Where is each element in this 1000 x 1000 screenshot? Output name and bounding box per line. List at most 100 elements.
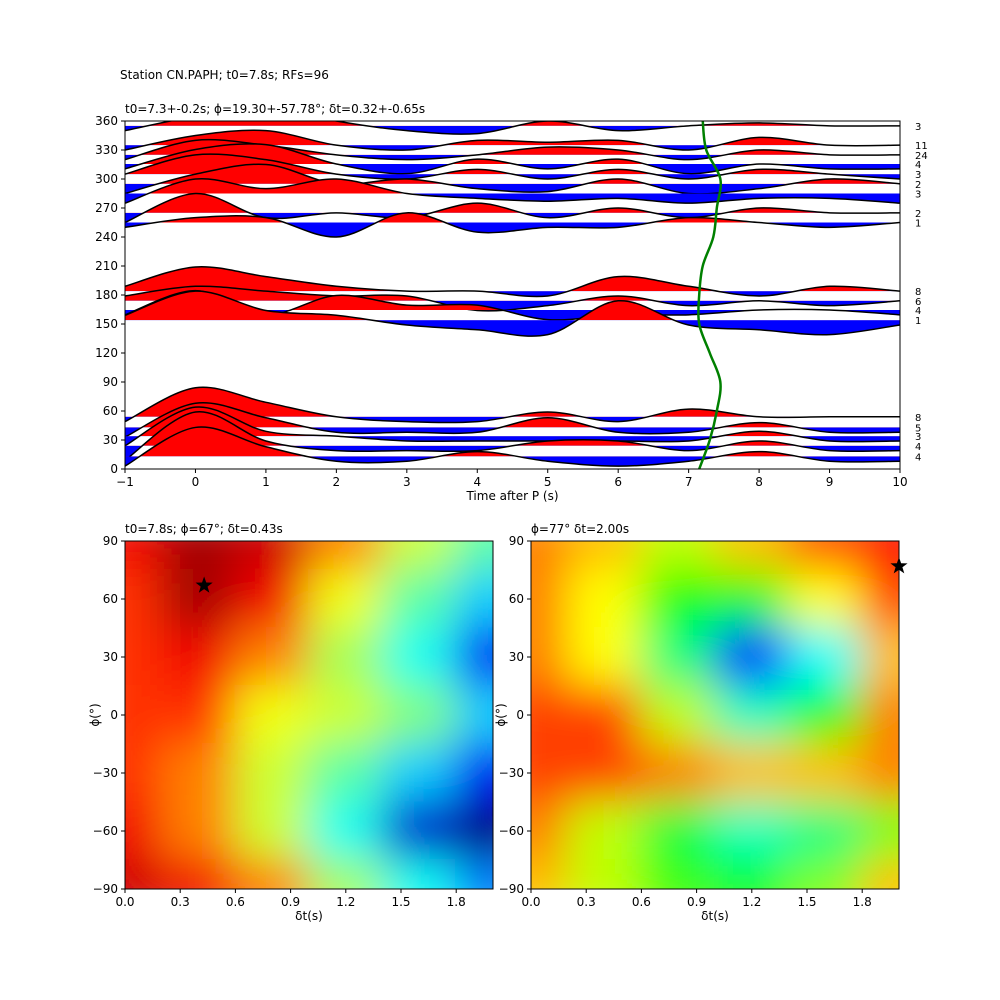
x-tick-label: 0.3 <box>577 895 596 909</box>
heatmap-cell <box>455 801 493 861</box>
heatmap-cell <box>861 569 899 629</box>
trace-count: 3 <box>915 432 921 443</box>
y-axis-label: ϕ(°) <box>88 703 102 726</box>
heatmap-cell <box>160 743 237 803</box>
heatmap-cell <box>381 627 458 687</box>
heatmap <box>531 541 899 889</box>
heatmap-cell <box>640 685 716 745</box>
y-tick-label: 300 <box>95 172 118 186</box>
heatmap-cell <box>787 801 864 861</box>
heatmap-cell <box>566 541 643 571</box>
trace <box>125 177 900 204</box>
y-tick-label: 30 <box>103 433 118 447</box>
x-tick-label: 9 <box>826 475 834 489</box>
trace <box>125 212 900 238</box>
trace <box>125 121 900 135</box>
trace <box>125 163 900 195</box>
figure-title: Station CN.PAPH; t0=7.8s; RFs=96 <box>120 68 329 82</box>
y-tick-label: 90 <box>103 375 118 389</box>
trace-count: 24 <box>915 151 928 162</box>
heatmap-cell <box>566 685 643 745</box>
x-axis-label: δt(s) <box>295 909 323 923</box>
positive-fill <box>140 143 770 165</box>
trace-count: 2 <box>915 209 921 220</box>
heatmap-cell <box>714 859 790 889</box>
y-tick-label: 60 <box>103 404 118 418</box>
heatmap-cell <box>455 685 493 745</box>
axes-title: t0=7.8s; ϕ=67°; δt=0.43s <box>125 522 283 536</box>
y-tick-label: 360 <box>95 114 118 128</box>
x-tick-label: 6 <box>614 475 622 489</box>
x-tick-label: 1 <box>262 475 270 489</box>
heatmap-cell <box>640 743 716 803</box>
positive-fill <box>125 212 900 223</box>
trace <box>125 266 900 298</box>
negative-fill <box>125 174 900 180</box>
heatmap-cell <box>455 743 493 803</box>
heatmap-cell <box>566 859 643 889</box>
heatmap-cell <box>787 743 864 803</box>
heatmap-cell <box>160 801 237 861</box>
trace <box>125 285 900 312</box>
heatmap-cell <box>308 859 384 889</box>
trace-count: 11 <box>915 141 928 152</box>
trace <box>125 290 900 337</box>
negative-fill <box>125 456 900 467</box>
heatmap-cell <box>640 541 716 571</box>
x-tick-label: 0.3 <box>171 895 190 909</box>
heatmap-cell <box>861 685 899 745</box>
heatmap-cell <box>861 859 899 889</box>
x-tick-label: 0.6 <box>226 895 245 909</box>
x-axis-label: Time after P (s) <box>465 489 558 503</box>
negative-fill <box>125 222 900 238</box>
heatmap-cell <box>308 541 384 571</box>
negative-fill <box>125 300 900 311</box>
trace-count: 8 <box>915 413 921 424</box>
heatmap-cell <box>160 859 237 889</box>
positive-fill <box>125 121 900 126</box>
x-tick-label: 1.8 <box>447 895 466 909</box>
heatmap-cells <box>125 541 493 889</box>
x-tick-label: 1.5 <box>391 895 410 909</box>
y-tick-label: −60 <box>499 824 524 838</box>
x-tick-label: 0.6 <box>632 895 651 909</box>
heatmap-cell <box>861 627 899 687</box>
axes-title: ϕ=77° δt=2.00s <box>531 522 629 536</box>
trace-count: 4 <box>915 306 921 317</box>
x-tick-label: −1 <box>116 475 134 489</box>
heatmap-cell <box>125 859 163 889</box>
heatmap-cell <box>125 627 163 687</box>
x-tick-label: 4 <box>473 475 481 489</box>
heatmap-cell <box>531 685 569 745</box>
heatmap-cell <box>787 569 864 629</box>
positive-fill <box>125 291 900 321</box>
x-tick-label: 0.9 <box>281 895 300 909</box>
negative-fill <box>125 164 900 174</box>
y-tick-label: 270 <box>95 201 118 215</box>
heatmap-cell <box>234 627 310 687</box>
x-tick-label: 1.2 <box>742 895 761 909</box>
negative-fill <box>125 309 900 320</box>
heatmap-cell <box>861 541 899 571</box>
heatmap-cell <box>308 627 384 687</box>
heatmap-cell <box>531 859 569 889</box>
positive-fill <box>125 427 900 457</box>
heatmap-cell <box>531 569 569 629</box>
x-axis-label: δt(s) <box>701 909 729 923</box>
trace-count: 5 <box>915 423 921 434</box>
negative-fill <box>125 212 900 223</box>
heatmap-cell <box>455 569 493 629</box>
positive-fill <box>125 154 830 175</box>
x-tick-label: 1.8 <box>853 895 872 909</box>
x-tick-label: 5 <box>544 475 552 489</box>
heatmap-cell <box>566 627 643 687</box>
y-tick-label: −30 <box>499 766 524 780</box>
heatmap-cell <box>861 743 899 803</box>
heatmap-cell <box>125 685 163 745</box>
heatmap-cell <box>566 801 643 861</box>
heatmap-cell <box>640 569 716 629</box>
heatmap-cell <box>640 801 716 861</box>
y-tick-label: 150 <box>95 317 118 331</box>
heatmap <box>125 541 493 889</box>
